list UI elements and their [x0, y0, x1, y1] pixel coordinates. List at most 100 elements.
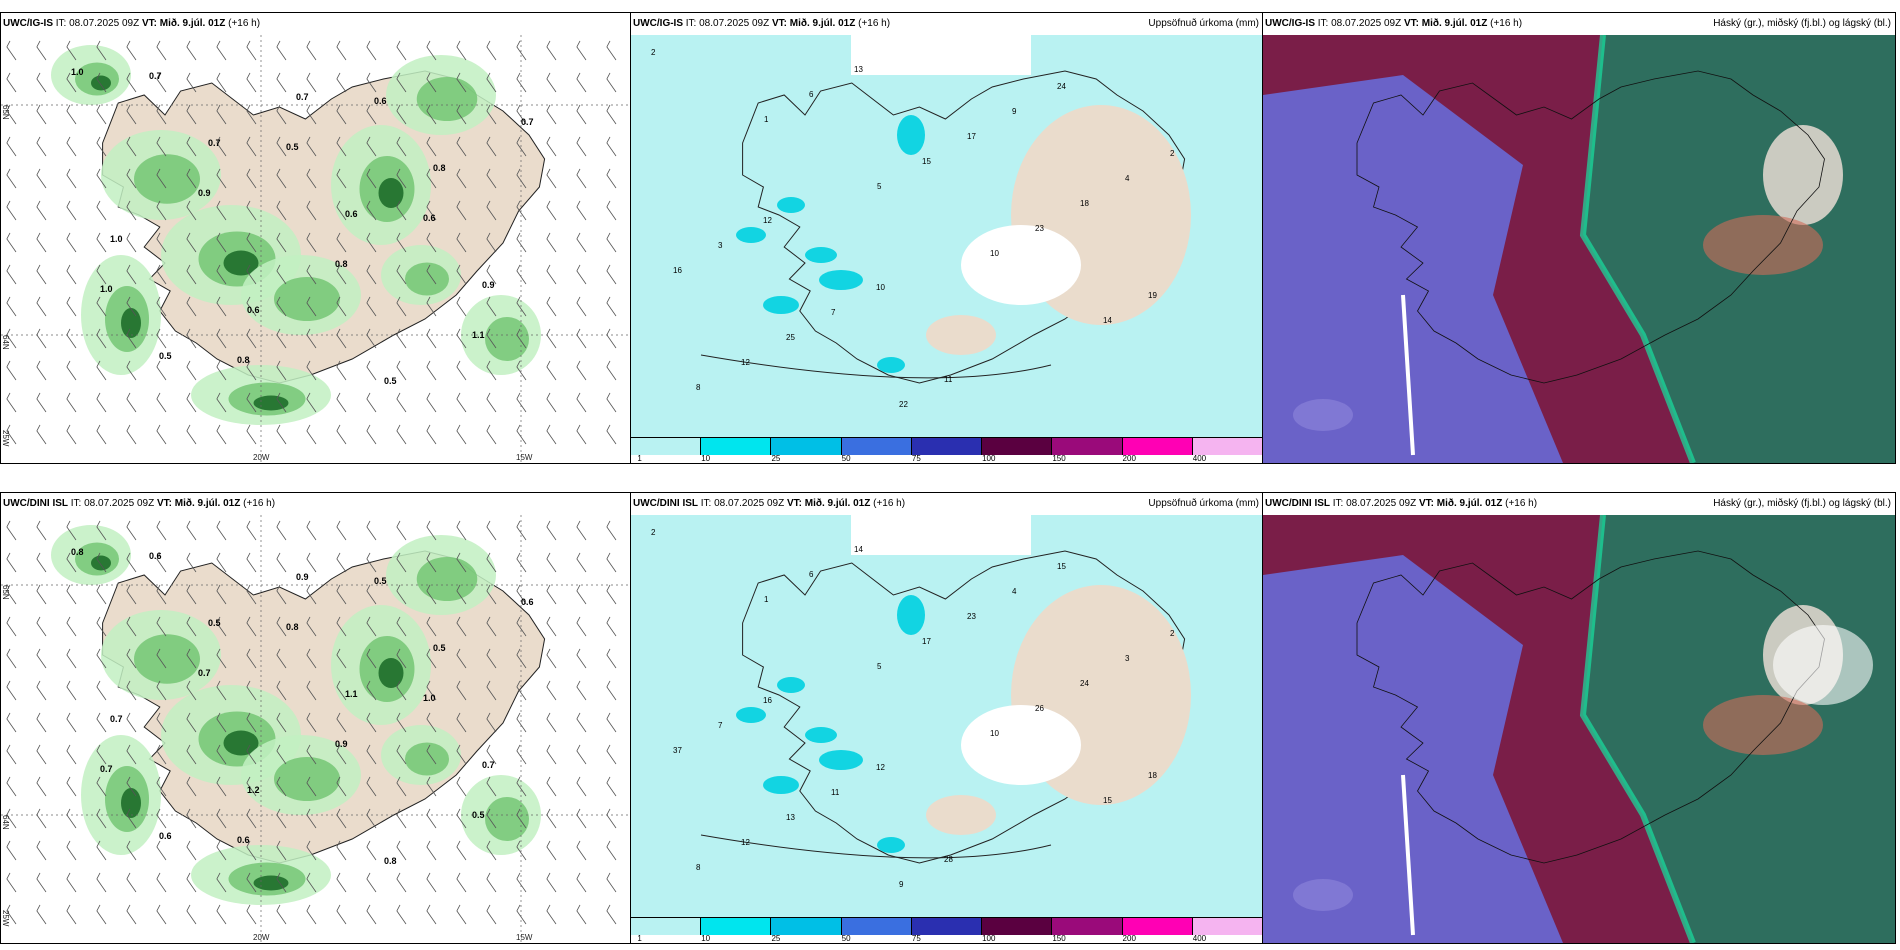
model-name: UWC/IG-IS — [1265, 18, 1315, 29]
wind-barb — [576, 168, 587, 189]
accum-value-label: 3 — [718, 241, 723, 250]
wind-barb-shaft — [216, 398, 227, 413]
wind-barb — [246, 872, 257, 893]
wind-barb-flag — [426, 744, 431, 752]
wind-barb — [546, 104, 557, 125]
wind-barb-shaft — [246, 398, 257, 413]
wind-barb-flag — [276, 136, 281, 144]
legend-swatch — [701, 438, 772, 455]
legend-tick-label: 10 — [701, 934, 711, 943]
wind-barb-flag — [486, 264, 491, 272]
wind-barb — [246, 296, 257, 317]
precip-area-heavy — [253, 395, 289, 411]
wind-barb-flag — [396, 712, 401, 720]
wind-barb-flag — [156, 296, 161, 304]
wind-barb-shaft — [186, 174, 197, 189]
wind-barb — [516, 200, 527, 221]
latitude-label-64n: 64N — [1, 335, 10, 350]
wind-barb-shaft — [276, 110, 287, 125]
wind-barb-shaft — [336, 206, 347, 221]
wind-barb-shaft — [66, 750, 77, 765]
wind-barb-shaft — [396, 174, 407, 189]
wind-barb — [486, 744, 497, 765]
wind-barb-shaft — [336, 270, 347, 285]
cloud-boundary — [1579, 35, 1696, 463]
wind-barb — [366, 520, 377, 541]
wind-barb-shaft — [486, 718, 497, 733]
wind-barb-shaft — [156, 206, 167, 221]
map-panel-accumulated-precip-bottom: UWC/DINI ISL IT: 08.07.2025 09Z VT: Mið.… — [630, 492, 1264, 944]
wind-barb-shaft — [396, 238, 407, 253]
wind-barb-flag — [126, 648, 131, 656]
wind-barb-flag — [216, 136, 221, 144]
wind-barb — [336, 712, 347, 733]
wind-barb — [126, 616, 137, 637]
wind-barb — [456, 392, 467, 413]
map-area: 65N 64N 25W 20W 15W 0.8 0.5 1.1 0.7 0.6 0.9 0.5 0.7 1… — [1, 515, 631, 943]
wind-barb-flag — [576, 648, 581, 656]
wind-barb-shaft — [126, 430, 137, 445]
wind-barb-shaft — [306, 686, 317, 701]
wind-barb — [606, 328, 617, 349]
wind-barb — [6, 616, 17, 637]
wind-barb-flag — [486, 168, 491, 176]
wind-barb-flag — [456, 232, 461, 240]
wind-barb — [126, 744, 137, 765]
wind-barb-flag — [276, 808, 281, 816]
wind-barb-shaft — [306, 174, 317, 189]
wind-barb — [36, 584, 47, 605]
wind-barb-flag — [366, 72, 371, 80]
wind-barb-flag — [6, 904, 11, 912]
wind-barb-shaft — [546, 366, 557, 381]
wind-barb-shaft — [486, 142, 497, 157]
wind-barb-shaft — [96, 526, 107, 541]
legend-swatch — [841, 438, 912, 455]
wind-barb — [486, 552, 497, 573]
wind-barb — [186, 520, 197, 541]
wind-barb-shaft — [276, 718, 287, 733]
wind-barb-shaft — [456, 718, 467, 733]
accum-value-label: 5 — [877, 182, 882, 191]
wind-barb-shaft — [216, 814, 227, 829]
accum-value-label: 8 — [696, 383, 701, 392]
wind-barb — [156, 872, 167, 893]
wind-barb — [546, 584, 557, 605]
wind-barb-flag — [306, 680, 311, 688]
wind-barb-shaft — [306, 846, 317, 861]
wind-barb — [96, 520, 107, 541]
wind-barb — [246, 168, 257, 189]
precip-area-heavy — [91, 555, 111, 571]
wind-barb-flag — [336, 136, 341, 144]
wind-barb-shaft — [126, 718, 137, 733]
wind-barb — [486, 136, 497, 157]
it-label: IT: — [70, 498, 82, 509]
wind-barb-flag — [66, 872, 71, 880]
wind-barb — [186, 264, 197, 285]
wind-barb-flag — [156, 264, 161, 272]
wind-barb — [276, 648, 287, 669]
wind-barb-shaft — [246, 238, 257, 253]
wind-barb-shaft — [546, 814, 557, 829]
wind-barb-flag — [216, 776, 221, 784]
wind-barb-shaft — [246, 654, 257, 669]
wind-barb-flag — [426, 232, 431, 240]
wind-barb — [36, 776, 47, 797]
wind-barb-shaft — [336, 718, 347, 733]
wind-barb-shaft — [6, 654, 17, 669]
vt-label: VT: — [771, 18, 787, 29]
wind-barb — [486, 232, 497, 253]
wind-barb-flag — [6, 392, 11, 400]
wind-barb-flag — [96, 232, 101, 240]
longitude-label-25w: 25W — [1, 430, 10, 447]
wind-barb-shaft — [336, 430, 347, 445]
wind-barb-flag — [66, 168, 71, 176]
wind-barb-shaft — [126, 878, 137, 893]
wind-barb — [126, 904, 137, 925]
no-precip-area — [961, 705, 1081, 785]
wind-barb-shaft — [156, 558, 167, 573]
wind-barb-shaft — [546, 270, 557, 285]
wind-barb-flag — [306, 360, 311, 368]
iceland-landmass — [102, 550, 546, 864]
wind-barb-shaft — [366, 622, 377, 637]
wind-barb — [156, 168, 167, 189]
